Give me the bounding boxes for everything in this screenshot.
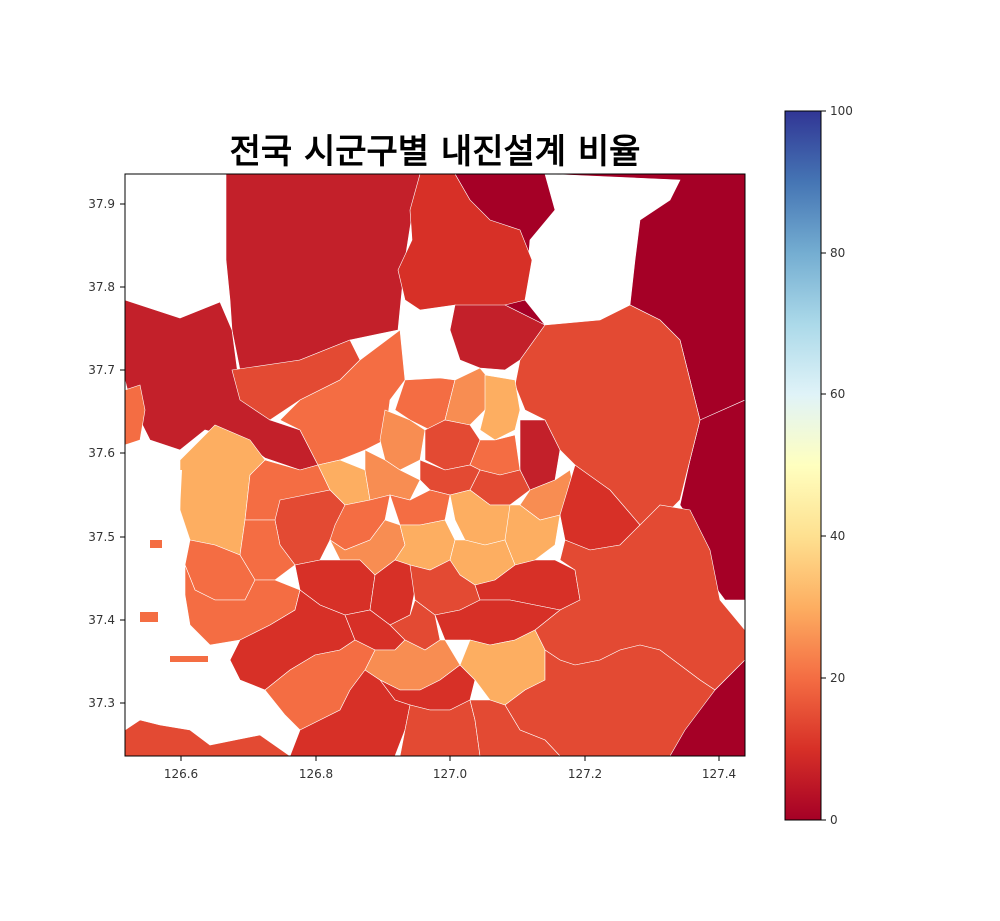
region-anseong <box>469 699 561 756</box>
y-tick-label: 37.8 <box>88 280 115 294</box>
region-hwaseong <box>289 669 411 756</box>
island-4 <box>145 735 175 756</box>
colorbar-tick-label: 60 <box>830 387 845 401</box>
colorbar-tick-label: 80 <box>830 246 845 260</box>
sea-west <box>125 174 232 330</box>
region-gangbuk <box>479 374 521 441</box>
y-axis: 37.9 37.8 37.7 37.6 37.5 37.4 37.3 <box>88 197 125 710</box>
x-tick-label: 127.0 <box>433 767 467 781</box>
region-yongin-cheoin <box>504 644 745 756</box>
region-uijeongbu <box>449 304 546 371</box>
x-tick-label: 127.2 <box>568 767 602 781</box>
colorbar-gradient <box>784 110 822 821</box>
region-jung-gu-island <box>125 384 146 446</box>
y-tick-label: 37.5 <box>88 530 115 544</box>
colorbar-tick-label: 40 <box>830 529 845 543</box>
y-tick-label: 37.3 <box>88 696 115 710</box>
map-area <box>125 174 745 756</box>
island-2 <box>150 540 162 548</box>
y-tick-label: 37.6 <box>88 446 115 460</box>
sea-incheon <box>125 440 285 715</box>
y-tick-label: 37.7 <box>88 363 115 377</box>
colorbar: 0 20 40 60 80 100 <box>784 104 853 827</box>
x-tick-label: 127.4 <box>702 767 736 781</box>
x-tick-label: 126.6 <box>164 767 198 781</box>
region-icheon <box>669 659 745 756</box>
map-title: 전국 시군구별 내진설계 비율 <box>230 132 641 172</box>
region-eunpyeong <box>379 409 426 471</box>
y-tick-label: 37.9 <box>88 197 115 211</box>
x-tick-label: 126.8 <box>299 767 333 781</box>
colorbar-tick-label: 100 <box>830 104 853 118</box>
map-frame <box>124 173 746 757</box>
sea-inlet <box>125 555 185 600</box>
x-axis: 126.6 126.8 127.0 127.2 127.4 <box>164 756 736 781</box>
colorbar-tick-label: 0 <box>830 813 838 827</box>
y-tick-label: 37.4 <box>88 613 115 627</box>
colorbar-tick-label: 20 <box>830 671 845 685</box>
island-3 <box>140 612 158 622</box>
island-1 <box>170 656 208 662</box>
sea-south <box>125 700 300 745</box>
